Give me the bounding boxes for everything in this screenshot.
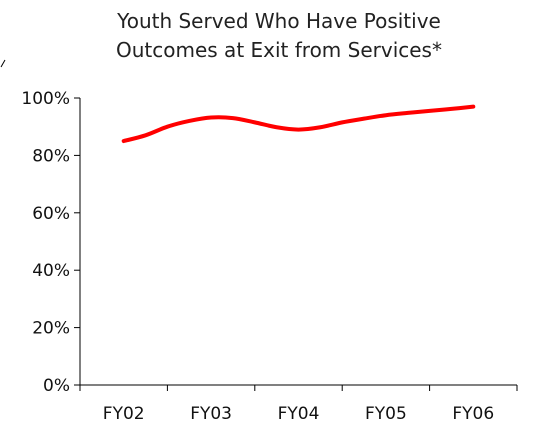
y-ticks: 0% 20% 40% 60% 80% 100% xyxy=(21,89,80,396)
series-layer xyxy=(121,104,476,144)
axes xyxy=(79,98,517,386)
chart-title: Youth Served Who Have Positive Outcomes … xyxy=(116,9,442,62)
y-tick-label: 80% xyxy=(32,146,70,166)
x-tick-label: FY03 xyxy=(190,404,232,424)
x-tick-label: FY04 xyxy=(278,404,320,424)
y-tick-label: 40% xyxy=(32,261,70,281)
chart-title-line-1: Youth Served Who Have Positive xyxy=(116,9,441,33)
series-line xyxy=(121,104,476,144)
y-tick-label: 60% xyxy=(32,204,70,224)
y-tick-label: 20% xyxy=(32,319,70,339)
x-tick-label: FY05 xyxy=(365,404,407,424)
chart-title-line-2: Outcomes at Exit from Services* xyxy=(116,38,442,62)
x-ticks: FY02 FY03 FY04 FY05 FY06 xyxy=(79,385,518,424)
x-tick-label: FY02 xyxy=(103,404,145,424)
stray-mark xyxy=(0,59,6,68)
x-tick-label: FY06 xyxy=(452,404,494,424)
y-tick-label: 100% xyxy=(21,89,70,109)
y-tick-label: 0% xyxy=(43,376,70,396)
